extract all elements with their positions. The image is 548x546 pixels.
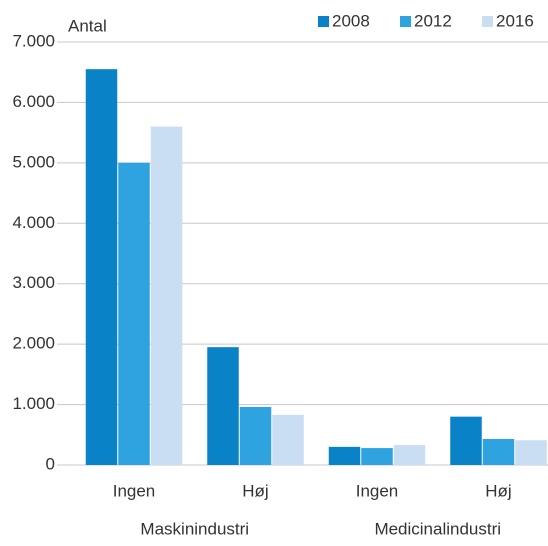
y-tick-label: 1.000	[12, 394, 55, 413]
group-label: Medicinalindustri	[374, 519, 501, 538]
y-axis-label: Antal	[68, 16, 107, 35]
y-tick-label: 2.000	[12, 334, 55, 353]
bar	[150, 126, 183, 465]
bar	[272, 414, 304, 465]
x-tick-label: Høj	[242, 481, 268, 500]
legend-swatch	[400, 16, 411, 27]
bar	[328, 446, 361, 465]
bar	[482, 439, 515, 465]
legend-swatch	[482, 16, 493, 27]
bar	[361, 448, 393, 465]
y-tick-label: 4.000	[12, 213, 55, 232]
x-tick-label: Ingen	[356, 481, 399, 500]
y-tick-label: 5.000	[12, 152, 55, 171]
bar	[450, 416, 482, 465]
y-tick-label: 7.000	[12, 31, 55, 50]
bar	[515, 440, 547, 465]
legend-label: 2012	[414, 11, 452, 30]
legend-label: 2016	[496, 11, 534, 30]
x-tick-label: Høj	[485, 481, 511, 500]
y-tick-label: 6.000	[12, 92, 55, 111]
legend-label: 2008	[332, 11, 370, 30]
y-tick-label: 3.000	[12, 273, 55, 292]
bar	[393, 445, 426, 465]
group-label: Maskinindustri	[140, 519, 249, 538]
y-tick-label: 0	[46, 454, 55, 473]
bar	[207, 347, 239, 465]
bar	[118, 162, 150, 465]
legend-swatch	[318, 16, 329, 27]
bar	[85, 69, 118, 465]
x-tick-label: Ingen	[113, 481, 156, 500]
bar	[239, 406, 272, 465]
